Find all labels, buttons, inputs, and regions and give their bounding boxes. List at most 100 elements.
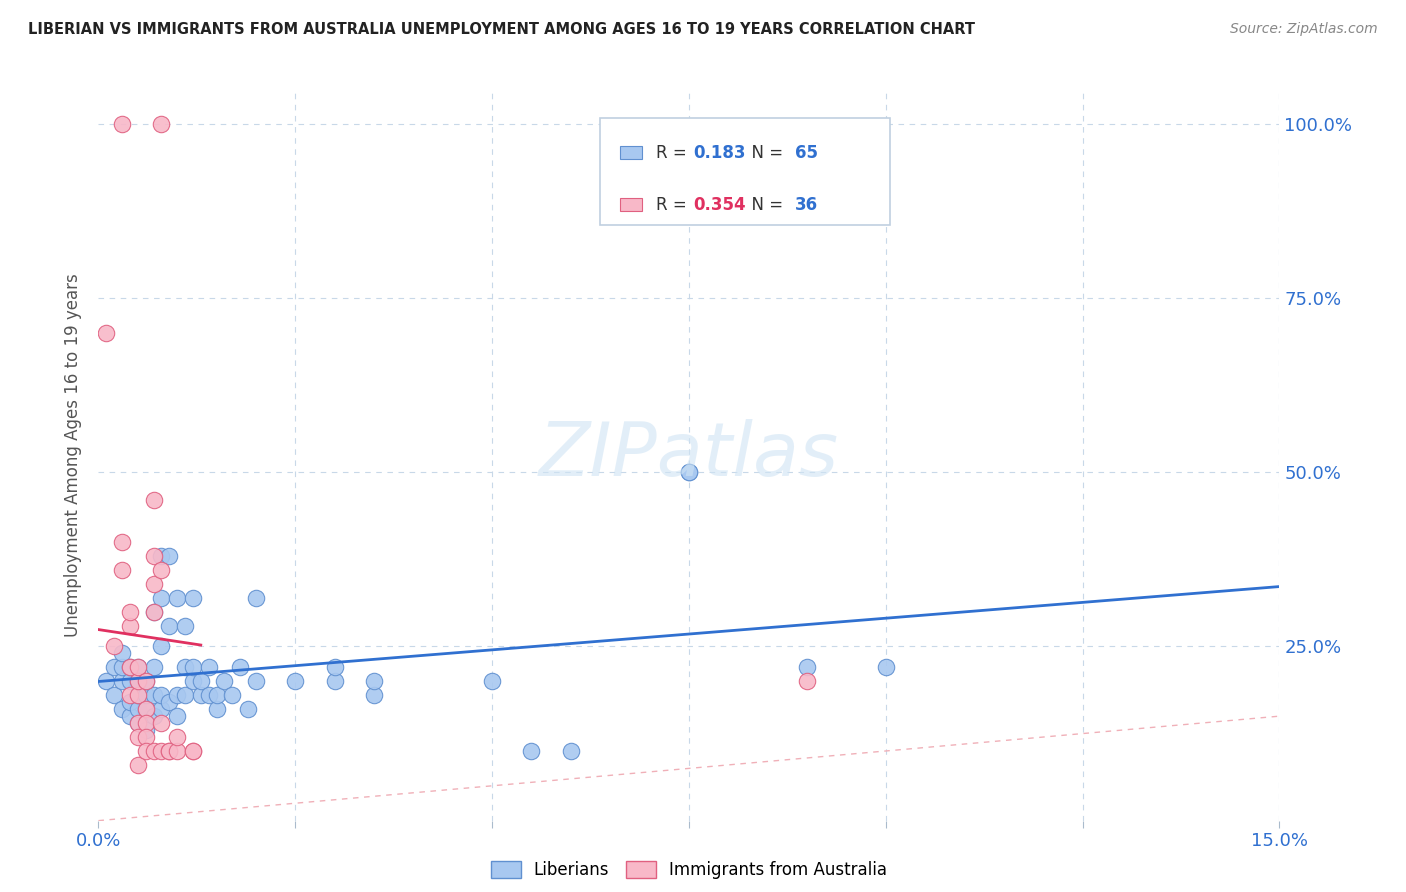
Point [127, 730, 149, 744]
FancyBboxPatch shape [600, 119, 890, 225]
Point [127, 688, 149, 702]
Point [118, 605, 141, 619]
Point [520, 744, 543, 758]
Text: ZIPatlas: ZIPatlas [538, 419, 839, 491]
Point [142, 660, 165, 674]
Text: 65: 65 [796, 144, 818, 161]
Point [118, 660, 141, 674]
Point [157, 744, 180, 758]
Point [150, 591, 173, 605]
Point [166, 744, 188, 758]
Point [135, 702, 157, 716]
Point [284, 674, 307, 689]
Point [127, 660, 149, 674]
Point [678, 466, 700, 480]
Point [181, 660, 204, 674]
Point [135, 674, 157, 689]
Point [142, 709, 165, 723]
Point [127, 660, 149, 674]
Point [111, 674, 134, 689]
FancyBboxPatch shape [620, 198, 641, 211]
Point [363, 688, 385, 702]
Point [127, 716, 149, 731]
Point [135, 688, 157, 702]
Point [118, 709, 141, 723]
Text: R =: R = [655, 195, 692, 214]
Point [142, 605, 165, 619]
Point [174, 660, 197, 674]
Point [118, 660, 141, 674]
Point [166, 709, 188, 723]
Point [875, 660, 897, 674]
Point [142, 549, 165, 563]
Point [174, 618, 197, 632]
FancyBboxPatch shape [620, 146, 641, 160]
Point [245, 591, 267, 605]
Point [111, 647, 134, 661]
Text: R =: R = [655, 144, 692, 161]
Text: 0.183: 0.183 [693, 144, 747, 161]
Point [118, 688, 141, 702]
Point [205, 688, 228, 702]
Point [135, 674, 157, 689]
Point [150, 549, 173, 563]
Point [166, 688, 188, 702]
Point [127, 674, 149, 689]
Point [111, 535, 134, 549]
Point [127, 674, 149, 689]
Point [481, 674, 503, 689]
Point [111, 563, 134, 577]
Point [142, 576, 165, 591]
Point [323, 674, 346, 689]
Point [363, 674, 385, 689]
Point [135, 716, 157, 731]
Text: 36: 36 [796, 195, 818, 214]
Point [142, 688, 165, 702]
Point [118, 618, 141, 632]
Text: 0.354: 0.354 [693, 195, 747, 214]
Point [150, 563, 173, 577]
Point [245, 674, 267, 689]
Point [236, 702, 259, 716]
Point [229, 660, 252, 674]
Point [142, 493, 165, 508]
Text: N =: N = [741, 195, 789, 214]
Point [103, 688, 125, 702]
Point [150, 702, 173, 716]
Point [181, 744, 204, 758]
Point [96, 674, 118, 689]
Text: N =: N = [741, 144, 789, 161]
Text: Source: ZipAtlas.com: Source: ZipAtlas.com [1230, 22, 1378, 37]
Point [197, 688, 219, 702]
Point [157, 744, 180, 758]
Point [560, 744, 582, 758]
Point [142, 744, 165, 758]
Y-axis label: Unemployment Among Ages 16 to 19 years: Unemployment Among Ages 16 to 19 years [65, 273, 83, 637]
Point [96, 326, 118, 340]
Point [103, 640, 125, 654]
Point [118, 674, 141, 689]
Point [166, 591, 188, 605]
Point [157, 618, 180, 632]
Point [150, 716, 173, 731]
Point [135, 730, 157, 744]
Point [166, 730, 188, 744]
Point [323, 660, 346, 674]
Point [150, 117, 173, 131]
Legend: Liberians, Immigrants from Australia: Liberians, Immigrants from Australia [484, 854, 894, 886]
Point [157, 549, 180, 563]
Point [127, 716, 149, 731]
Point [103, 660, 125, 674]
Point [190, 688, 212, 702]
Point [127, 688, 149, 702]
Point [181, 591, 204, 605]
Point [111, 117, 134, 131]
Point [221, 688, 243, 702]
Point [678, 466, 700, 480]
Point [796, 660, 818, 674]
Point [174, 688, 197, 702]
Point [197, 660, 219, 674]
Point [135, 744, 157, 758]
Point [111, 660, 134, 674]
Point [127, 758, 149, 772]
